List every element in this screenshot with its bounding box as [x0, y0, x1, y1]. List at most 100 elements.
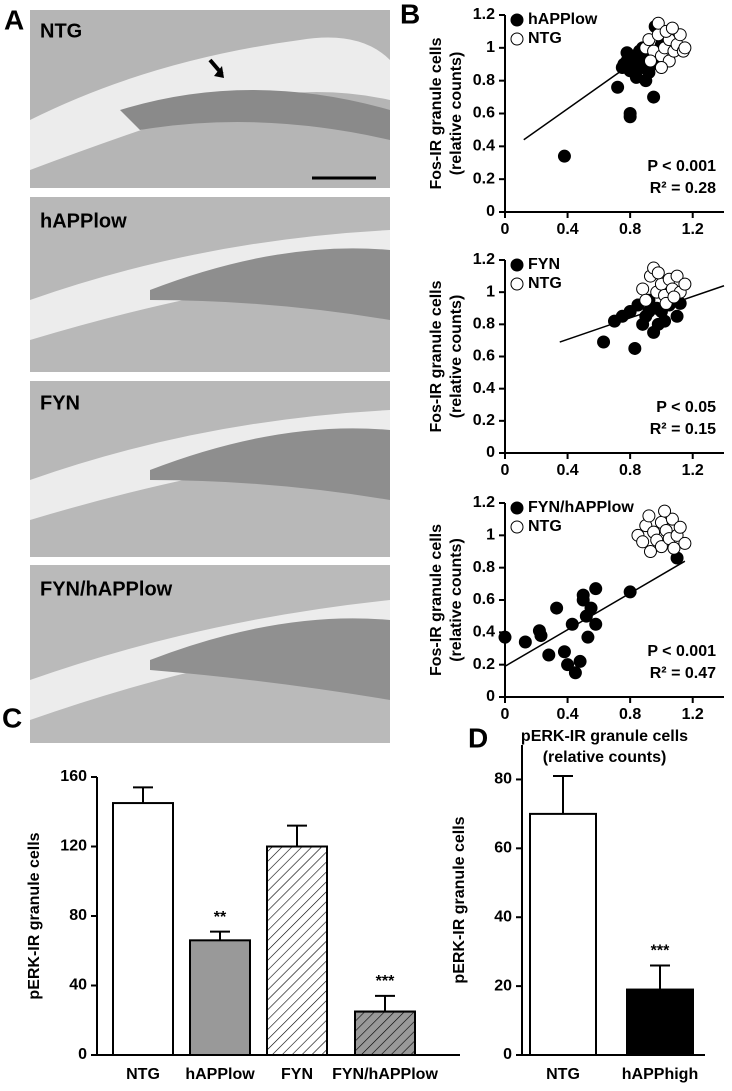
y-tick-label: 0.6	[473, 591, 495, 608]
point	[654, 540, 668, 554]
significance: **	[214, 909, 227, 926]
point	[623, 585, 637, 599]
bar	[529, 812, 597, 1057]
point	[647, 90, 661, 104]
micrograph: FYN/hAPPlow	[30, 565, 390, 743]
legend-label: NTG	[528, 518, 562, 535]
point	[620, 46, 634, 60]
point	[589, 582, 603, 596]
point	[678, 41, 692, 55]
point	[643, 545, 657, 558]
point	[565, 617, 579, 631]
point	[651, 317, 665, 331]
bar-hatch	[354, 1010, 416, 1056]
micrograph: FYN	[30, 381, 390, 557]
y-tick-label: 0.8	[473, 316, 495, 333]
y-tick-label: 80	[494, 771, 512, 788]
x-tick-label: 1.2	[682, 706, 704, 723]
y-axis-label: (relative counts)	[448, 52, 465, 176]
y-tick-label: 40	[69, 977, 87, 994]
y-tick-label: 0	[486, 688, 495, 705]
point	[584, 601, 598, 615]
x-axis-label: (relative counts)	[543, 749, 667, 766]
x-tick-label: 0.4	[556, 706, 578, 723]
y-axis-label: pERK-IR granule cells	[451, 816, 468, 983]
point	[542, 648, 556, 662]
point	[678, 536, 692, 550]
point	[642, 65, 656, 79]
bar-hatch	[266, 845, 328, 1056]
point	[667, 541, 681, 555]
y-tick-label: 0.6	[473, 105, 495, 122]
y-tick-label: 0.8	[473, 72, 495, 89]
y-tick-label: 1.2	[473, 6, 495, 23]
y-tick-label: 20	[494, 977, 512, 994]
x-tick-label: 0	[501, 462, 510, 479]
y-tick-label: 0	[486, 444, 495, 461]
legend-marker	[510, 520, 524, 534]
legend-marker	[510, 13, 524, 27]
y-axis-label: Fos-IR granule cells	[428, 280, 445, 432]
x-axis-label: pERK-IR granule cells	[521, 728, 688, 745]
panel-label: C	[2, 702, 22, 733]
annotation: P < 0.001	[647, 158, 716, 175]
y-tick-label: 0	[486, 203, 495, 220]
x-tick-label: FYN	[281, 1066, 313, 1083]
y-tick-label: 1	[486, 39, 495, 56]
point	[589, 617, 603, 631]
y-tick-label: 60	[494, 840, 512, 857]
y-tick-label: 0.2	[473, 170, 495, 187]
x-tick-label: hAPPlow	[185, 1066, 255, 1083]
point	[636, 282, 650, 296]
panel-label: B	[400, 0, 420, 29]
point	[643, 54, 657, 68]
legend-label: FYN/hAPPlow	[528, 499, 634, 516]
x-tick-label: hAPPhigh	[622, 1066, 698, 1083]
micrograph-label: FYN/hAPPlow	[40, 578, 173, 600]
point	[498, 630, 512, 644]
point	[673, 520, 687, 534]
point	[623, 110, 637, 124]
x-tick-label: FYN/hAPPlow	[332, 1066, 438, 1083]
point	[573, 654, 587, 668]
point	[581, 630, 595, 644]
annotation: P < 0.001	[647, 643, 716, 660]
y-tick-label: 1	[486, 283, 495, 300]
trendline	[504, 560, 686, 667]
y-tick-label: 0.2	[473, 412, 495, 429]
point	[628, 341, 642, 355]
legend-marker	[510, 258, 524, 272]
bar	[626, 988, 694, 1056]
legend-marker	[510, 501, 524, 515]
significance: ***	[376, 973, 395, 990]
micrographs: NTG hAPPlow FYN FYN/hAPPlow	[30, 10, 390, 743]
point	[628, 61, 642, 75]
point	[636, 535, 650, 549]
y-tick-label: 0.8	[473, 559, 495, 576]
significance: ***	[651, 943, 670, 960]
point	[557, 149, 571, 163]
point	[518, 635, 532, 649]
y-axis-label: Fos-IR granule cells	[428, 37, 445, 189]
micrograph-label: FYN	[40, 392, 80, 414]
x-tick-label: 0	[501, 706, 510, 723]
x-tick-label: 0.8	[619, 221, 641, 238]
micrograph: NTG	[30, 10, 390, 188]
point	[670, 269, 684, 283]
x-tick-label: NTG	[546, 1066, 580, 1083]
y-tick-label: 80	[69, 907, 87, 924]
point	[678, 277, 692, 291]
y-axis-label: pERK-IR granule cells	[26, 832, 43, 999]
point	[658, 504, 672, 518]
point	[568, 666, 582, 680]
point	[611, 80, 625, 94]
point	[651, 16, 665, 30]
micrograph: hAPPlow	[30, 197, 390, 372]
y-tick-label: 160	[60, 768, 87, 785]
micrograph-label: NTG	[40, 20, 82, 42]
point	[550, 601, 564, 615]
x-tick-label: 0	[501, 221, 510, 238]
y-axis-label: (relative counts)	[448, 295, 465, 419]
y-tick-label: 1.2	[473, 494, 495, 511]
